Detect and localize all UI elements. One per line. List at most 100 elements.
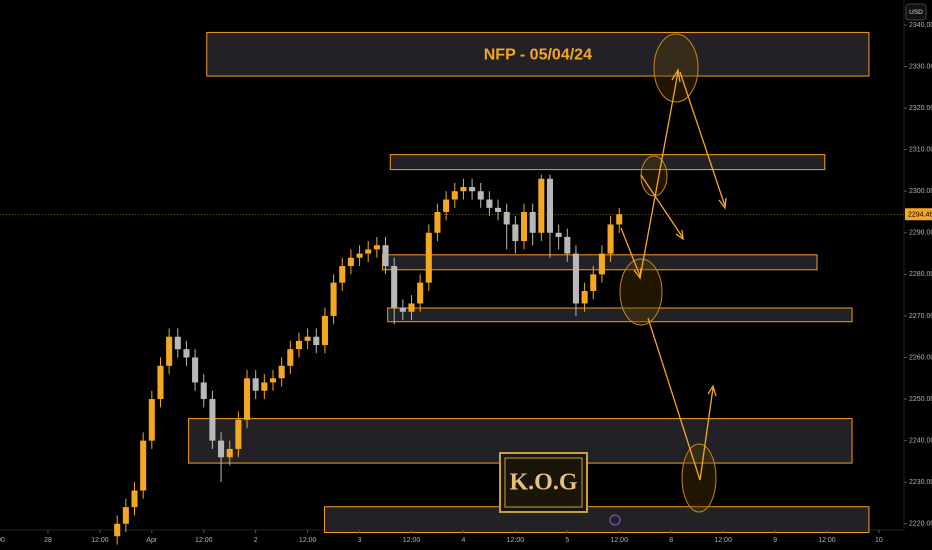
arrow [679,71,726,207]
currency: USD [909,9,923,16]
y-tick-label: 2310.00 [909,146,932,153]
target-circle [653,33,699,103]
arrow-head [707,384,717,397]
candle-body [166,336,173,366]
candle-body [408,303,415,312]
candle-body [313,336,320,346]
candle-body [226,448,233,458]
candle-body [148,399,155,441]
x-tick-label: 12:00 [610,537,628,544]
zone [389,154,826,171]
y-tick-label: 2340.00 [909,22,932,29]
x-tick-label: 12:00 [299,537,317,544]
x-tick-label: 12:00 [403,537,421,544]
candle-body [192,357,199,383]
candle-body [244,378,251,420]
candle-body [555,232,562,237]
candle-body [122,507,129,524]
candle-body [218,440,225,458]
y-tick-label: 2220.00 [909,521,932,528]
candle-body [598,253,605,275]
candle-body [365,249,372,254]
candle-body [278,365,285,379]
candle-body [520,212,528,242]
y-tick-label: 2240.00 [909,437,932,444]
y-tick-label: 2260.00 [909,354,932,361]
x-tick-label: 8 [669,537,673,544]
candle-body [443,199,450,212]
x-tick-label: 2 [254,537,258,544]
x-tick-label: 12:00 [195,537,213,544]
x-tick-label: 12:00 [0,537,5,544]
arrow [640,174,684,239]
y-tick-label: 2230.00 [909,479,932,486]
candle-body [512,224,519,242]
candle-body [330,282,337,316]
x-tick-label: 9 [773,537,777,544]
candle-body [373,245,380,250]
candle-body [469,187,476,192]
candle-body [538,178,545,233]
candle-body [183,349,190,358]
candle-body [140,440,147,491]
candle-body [399,307,406,312]
candle-body [114,523,121,537]
candle-body [131,490,138,508]
logo-text: K.O.G [509,470,577,496]
currency-box[interactable] [905,3,927,21]
candle-body [382,245,389,267]
arrow-head [675,229,684,241]
x-tick-label: 12:00 [91,537,109,544]
x-tick-label: 12:00 [507,537,525,544]
x-tick-label: 10 [875,537,883,544]
candle-body [590,274,597,291]
forecast-arrows [619,33,727,513]
arrow-head [718,197,727,210]
y-tick-label: 2300.00 [909,188,932,195]
y-tick-label: 2330.00 [909,63,932,70]
y-tick-label: 2250.00 [909,396,932,403]
arrow [620,227,641,277]
logo-frame-inner [504,457,583,508]
candle-body [460,187,467,192]
x-tick-label: Apr [146,537,158,544]
x-tick-label: 4 [461,537,465,544]
candle-body [339,266,346,283]
candle-body [391,266,398,308]
last-price-box [905,208,932,221]
zone [387,307,853,323]
candle-body [200,382,207,400]
target-circle [640,155,668,197]
zone [206,31,870,77]
x-tick-label: 3 [358,537,362,544]
candle-body [356,253,363,258]
y-tick-label: 2280.00 [909,271,932,278]
event-icon[interactable] [609,514,621,526]
candle-body [235,419,242,449]
logo: K.O.G [499,452,588,513]
candle-body [564,236,571,254]
candle-body [157,365,164,400]
candle-body [477,191,484,200]
candle-body [503,212,510,225]
x-tick-label: 12:00 [818,537,836,544]
candle-body [174,336,181,350]
y-tick-label: 2320.00 [909,105,932,112]
last-price-label: 2294.46 [908,212,932,219]
candle-body [287,349,294,366]
annotation: NFP - 05/04/24 [484,46,592,63]
x-tick-label: 12:00 [714,537,732,544]
y-tick-label: 2270.00 [909,313,932,320]
candle-body [581,290,588,304]
candle-body [451,191,458,200]
arrow [647,317,714,481]
candle-body [269,378,277,383]
candle-body [321,315,328,346]
candle-body [529,212,536,233]
arrow-head [671,68,681,83]
candle-body [252,378,259,391]
candle-body [304,336,311,341]
target-circle [619,258,663,326]
